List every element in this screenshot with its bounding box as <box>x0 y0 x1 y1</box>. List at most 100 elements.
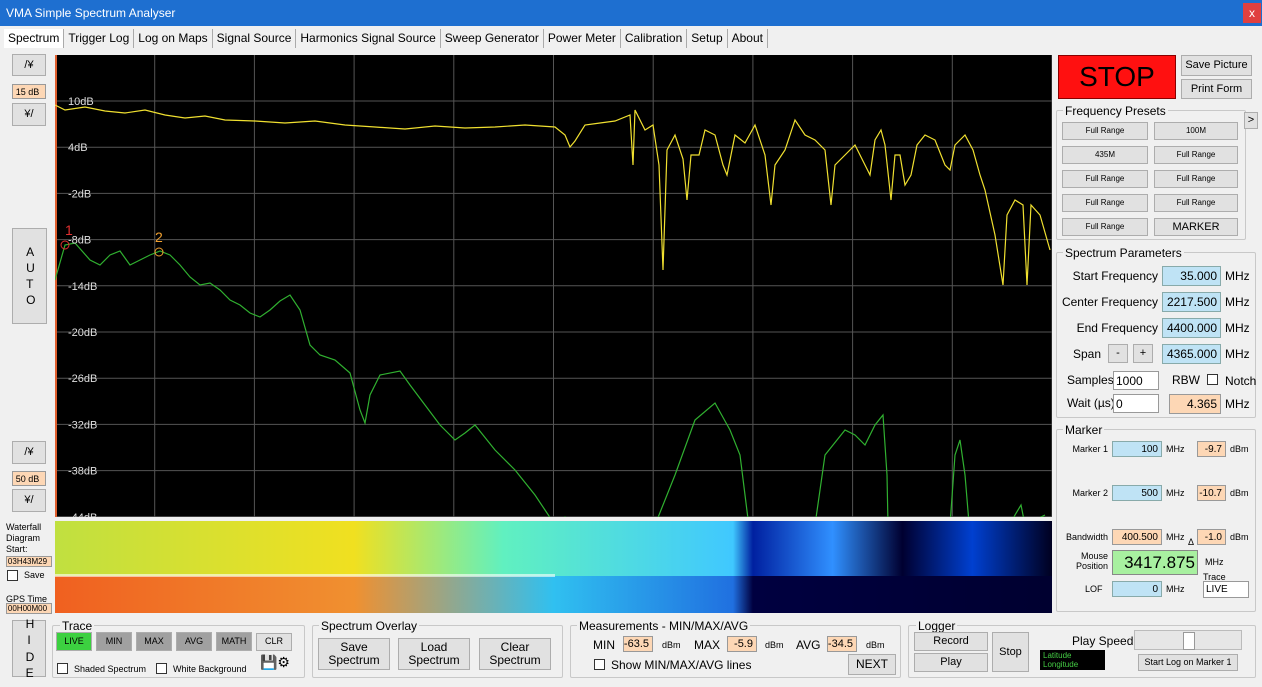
notch-label: Notch <box>1225 374 1257 388</box>
y-label: 4dB <box>68 142 88 154</box>
stop-log-button[interactable]: Stop <box>992 632 1029 672</box>
rbw-label: RBW <box>1172 373 1200 387</box>
trace-label: Trace <box>1203 572 1226 582</box>
waterfall <box>55 521 1052 613</box>
dbm-unit: dBm <box>1230 488 1249 498</box>
white-checkbox[interactable] <box>156 663 167 674</box>
show-lines-checkbox[interactable] <box>594 659 605 670</box>
ref-up[interactable]: /¥ <box>12 441 46 464</box>
tab[interactable]: Sweep Generator <box>441 29 544 48</box>
start-log-button[interactable]: Start Log on Marker 1 <box>1138 654 1238 671</box>
preset-button[interactable]: Full Range <box>1154 194 1238 212</box>
marker-freq[interactable]: 100 <box>1112 441 1162 457</box>
preset-button[interactable]: Full Range <box>1062 122 1148 140</box>
y-label: -44dB <box>68 512 97 517</box>
scale-db[interactable]: 15 dB <box>12 84 46 99</box>
min-unit: dBm <box>662 640 681 650</box>
samples-select[interactable]: 1000 <box>1113 371 1159 390</box>
max-unit: dBm <box>765 640 784 650</box>
marker-2-ring <box>154 247 164 257</box>
end-input[interactable]: 4400.000 <box>1162 318 1221 338</box>
tab[interactable]: Signal Source <box>213 29 297 48</box>
y-label: -20dB <box>68 327 97 339</box>
preset-button[interactable]: Full Range <box>1062 218 1148 236</box>
y-label: -2dB <box>68 188 91 200</box>
save-checkbox[interactable] <box>7 570 18 581</box>
scale-up[interactable]: /¥ <box>12 54 46 76</box>
tab[interactable]: About <box>728 29 768 48</box>
title-bar <box>0 0 1262 26</box>
waterfall-bottom <box>55 576 1052 613</box>
presets-more[interactable]: > <box>1244 112 1258 129</box>
unit: MHz <box>1225 269 1250 283</box>
trace-button[interactable]: MAX <box>136 632 172 651</box>
stop-button[interactable]: STOP <box>1058 55 1176 99</box>
trace-button[interactable]: MIN <box>96 632 132 651</box>
unit: MHz <box>1225 321 1250 335</box>
span-plus[interactable]: + <box>1133 344 1153 363</box>
preset-button[interactable]: Full Range <box>1154 170 1238 188</box>
min-value: -63.5 <box>623 636 653 652</box>
scale-down[interactable]: ¥/ <box>12 103 46 126</box>
marker-freq[interactable]: 400.500 <box>1112 529 1162 545</box>
preset-button[interactable]: MARKER <box>1154 218 1238 236</box>
y-label: -26dB <box>68 373 97 385</box>
gps-label: GPS Time <box>6 594 48 604</box>
print-form[interactable]: Print Form <box>1181 79 1252 99</box>
marker-label: Marker 1 <box>1072 444 1108 454</box>
trace-button[interactable]: AVG <box>176 632 212 651</box>
min-label: MIN <box>593 638 615 652</box>
trace-select[interactable]: LIVE <box>1203 581 1249 598</box>
play-speed-label: Play Speed <box>1072 634 1134 648</box>
yellow-trace <box>55 104 1051 286</box>
tab[interactable]: Spectrum <box>4 29 65 48</box>
close-button[interactable]: x <box>1243 3 1261 23</box>
center-input[interactable]: 2217.500 <box>1162 292 1221 312</box>
marker-level: -10.7 <box>1197 485 1226 501</box>
tab[interactable]: Trigger Log <box>64 29 135 48</box>
mouse-position: 3417.875 <box>1112 550 1198 575</box>
preset-button[interactable]: Full Range <box>1062 170 1148 188</box>
tab[interactable]: Log on Maps <box>134 29 213 48</box>
load-spectrum[interactable]: Load Spectrum <box>398 638 470 670</box>
record-button[interactable]: Record <box>914 632 988 651</box>
span-label: Span <box>1073 347 1102 361</box>
ref-db[interactable]: 50 dB <box>12 471 46 486</box>
trace-button[interactable]: MATH <box>216 632 252 651</box>
save-picture[interactable]: Save Picture <box>1181 55 1252 76</box>
center-label: Center Frequency <box>1061 295 1158 309</box>
lof-value[interactable]: 0 <box>1112 581 1162 597</box>
shaded-checkbox[interactable] <box>57 663 68 674</box>
start-input[interactable]: 35.000 <box>1162 266 1221 286</box>
preset-button[interactable]: Full Range <box>1154 146 1238 164</box>
mhz-unit: MHz <box>1166 488 1185 498</box>
marker-freq[interactable]: 500 <box>1112 485 1162 501</box>
waterfall-top <box>55 521 1052 576</box>
logger-title: Logger <box>916 619 958 633</box>
notch-checkbox[interactable] <box>1207 374 1218 385</box>
auto-button[interactable]: AUTO <box>12 228 47 324</box>
marker-level: -1.0 <box>1197 529 1226 545</box>
play-button[interactable]: Play <box>914 653 988 672</box>
preset-button[interactable]: 435M <box>1062 146 1148 164</box>
wait-select[interactable]: 0 <box>1113 394 1159 413</box>
clear-spectrum[interactable]: Clear Spectrum <box>479 638 551 670</box>
tab[interactable]: Power Meter <box>544 29 621 48</box>
preset-button[interactable]: Full Range <box>1062 194 1148 212</box>
trace-button[interactable]: LIVE <box>56 632 92 651</box>
next-button[interactable]: NEXT <box>848 654 896 675</box>
hide-button[interactable]: HIDE <box>12 617 46 680</box>
preset-button[interactable]: 100M <box>1154 122 1238 140</box>
tab[interactable]: Setup <box>687 29 728 48</box>
speed-slider[interactable] <box>1134 630 1242 650</box>
clr-button[interactable]: CLR <box>256 633 292 651</box>
span-minus[interactable]: - <box>1108 344 1128 363</box>
save-spectrum[interactable]: Save Spectrum <box>318 638 390 670</box>
slider-thumb[interactable] <box>1183 632 1195 650</box>
ref-down[interactable]: ¥/ <box>12 489 46 512</box>
y-label: -32dB <box>68 419 97 431</box>
tab[interactable]: Harmonics Signal Source <box>296 29 441 48</box>
span-input[interactable]: 4365.000 <box>1162 344 1221 364</box>
tab[interactable]: Calibration <box>621 29 688 48</box>
marker-1-ring <box>60 240 70 250</box>
